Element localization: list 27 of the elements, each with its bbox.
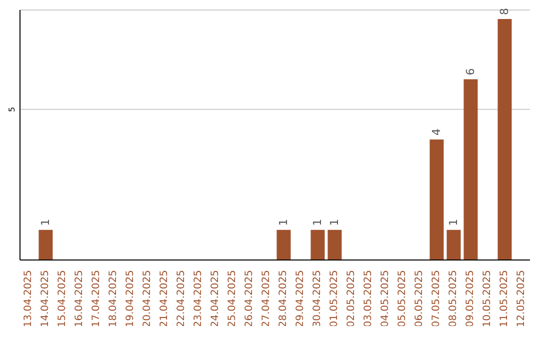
- bar: [276, 230, 291, 260]
- bar: [430, 140, 444, 260]
- bar: [310, 230, 325, 260]
- x-tick-label: 19.04.2025: [125, 270, 136, 328]
- data-label: 1: [311, 218, 324, 226]
- x-tick-label: 11.05.2025: [499, 270, 510, 328]
- x-tick-label: 15.04.2025: [57, 270, 68, 328]
- bar: [38, 230, 53, 260]
- data-label: 1: [328, 218, 342, 226]
- data-label: 1: [39, 218, 52, 226]
- bar: [446, 230, 461, 260]
- x-tick-label: 18.04.2025: [108, 270, 119, 328]
- bar: [498, 19, 512, 260]
- data-label: 1: [447, 218, 460, 226]
- data-label: 1: [277, 218, 290, 226]
- bar: [464, 79, 478, 260]
- x-tick-label: 16.04.2025: [74, 270, 85, 328]
- x-tick-label: 10.05.2025: [482, 270, 493, 328]
- data-label: 4: [430, 128, 444, 136]
- data-label: 8: [498, 8, 512, 16]
- bar: [328, 230, 342, 260]
- x-tick-label: 12.05.2025: [516, 270, 527, 328]
- y-tick-label: 5: [8, 106, 16, 112]
- x-tick-label: 13.04.2025: [23, 270, 34, 328]
- x-tick-label: 17.04.2025: [91, 270, 102, 328]
- data-label: 6: [464, 68, 478, 76]
- x-tick-label: 14.04.2025: [40, 270, 51, 328]
